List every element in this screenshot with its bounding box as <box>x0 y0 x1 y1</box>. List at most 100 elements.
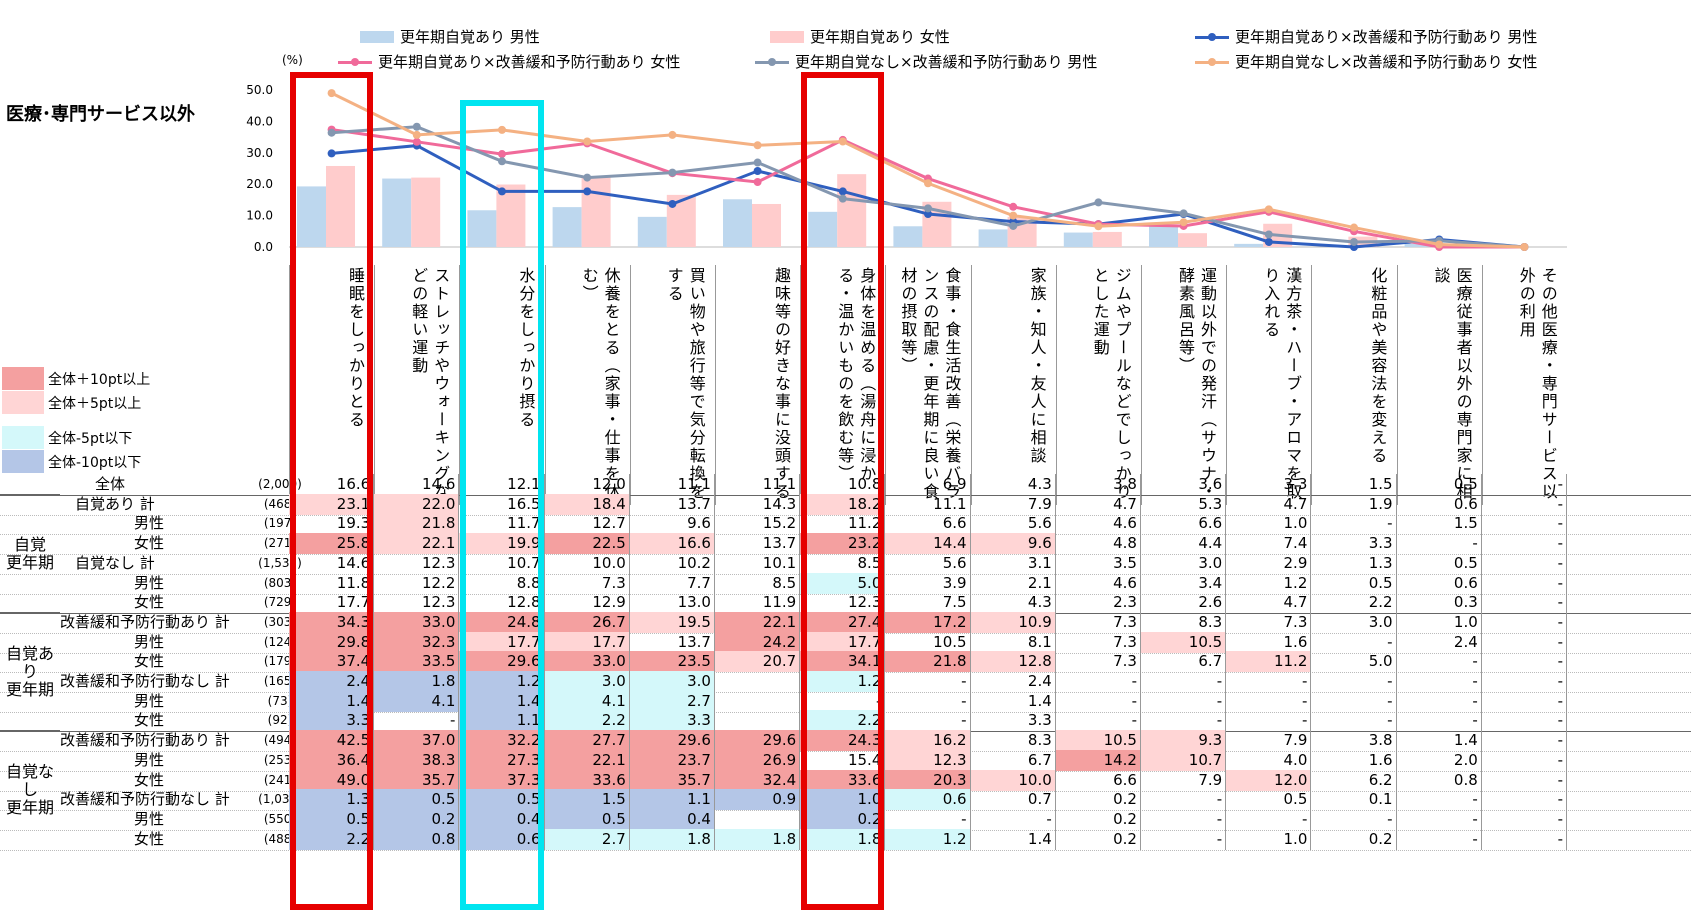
table-cell: - <box>1141 671 1227 692</box>
table-cell: - <box>1482 631 1567 653</box>
table-cell: - <box>885 671 971 692</box>
line-point <box>1094 222 1103 231</box>
table-cell: 2.4 <box>971 671 1056 692</box>
table-cell: - <box>885 690 971 712</box>
line-point <box>838 187 847 196</box>
legend-item-line-1: 更年期自覚あり×改善緩和予防行動あり 男性 <box>1195 26 1537 47</box>
table-cell: 3.0 <box>1311 611 1397 633</box>
table-cell: 10.5 <box>1141 631 1227 653</box>
table-cell: 49.0 <box>289 769 375 791</box>
table-cell: 14.6 <box>374 474 460 495</box>
table-cell: - <box>1482 572 1567 594</box>
table-cell: 2.4 <box>289 671 375 692</box>
bar <box>1063 232 1093 247</box>
table-cell: 2.2 <box>544 710 630 732</box>
table-cell: 17.2 <box>885 611 971 633</box>
table-cell: 0.8 <box>1397 769 1482 791</box>
highlight-box <box>460 100 544 910</box>
row-label: 女性 <box>134 711 165 730</box>
sig-swatch <box>2 367 44 390</box>
line-point <box>924 210 932 219</box>
table-cell: 21.8 <box>374 513 460 535</box>
row-n: (729) <box>263 595 297 610</box>
table-cell: 0.6 <box>1397 572 1482 594</box>
row-n: (73) <box>267 693 293 708</box>
table-cell: 1.8 <box>715 828 801 850</box>
table-cell: 23.7 <box>629 749 715 771</box>
table-cell: 3.5 <box>1056 552 1141 574</box>
table-row: 女性 (488) 2.2 0.8 0.6 2.7 1.8 1.8 1.8 1.2 1.4 0.2-1.… <box>0 828 1691 851</box>
row-n: (271) <box>263 536 297 551</box>
line-point <box>1009 202 1018 211</box>
table-cell: 2.1 <box>971 572 1056 594</box>
bar <box>1234 243 1264 247</box>
table-cell: 1.1 <box>459 710 545 732</box>
table-cell: 3.3 <box>971 710 1056 732</box>
table-cell: 0.5 <box>459 789 545 811</box>
table-cell: - <box>1482 513 1567 535</box>
bar <box>297 186 326 247</box>
table-cell: 24.8 <box>459 611 545 633</box>
table-row: 改善緩和予防行動なし 計 (165) 2.4 1.8 1.2 3.0 3.0 1.2-2.4-… <box>0 671 1691 693</box>
table-cell: 6.2 <box>1311 769 1397 791</box>
table-cell: 11.8 <box>289 572 375 594</box>
row-label: 改善緩和予防行動あり 計 <box>60 731 230 750</box>
y-tick-label: 0.0 <box>254 240 273 254</box>
table-cell: - <box>1397 710 1482 732</box>
table-cell: 10.5 <box>1055 730 1141 752</box>
table-cell: 33.6 <box>544 769 630 791</box>
table-cell: 2.4 <box>1397 631 1482 653</box>
line-point <box>1520 243 1529 251</box>
category-header-label: 買い物や旅行等で気分転換をする <box>664 267 706 501</box>
line-point <box>412 122 421 131</box>
line-point <box>412 137 421 146</box>
row-label: 女性 <box>134 770 165 789</box>
bar <box>382 178 412 247</box>
table-cell: 7.3 <box>1226 611 1312 633</box>
row-label: 男性 <box>134 514 165 533</box>
line-point <box>753 167 762 176</box>
table-cell: 6.6 <box>885 513 971 535</box>
row-n: (803) <box>263 575 297 590</box>
table-cell: 17.7 <box>289 592 375 614</box>
line-point <box>668 199 677 208</box>
table-cell: 12.3 <box>885 749 971 771</box>
table-cell: 25.8 <box>289 533 375 555</box>
table-cell: 10.8 <box>800 474 886 495</box>
table-cell: 11.2 <box>800 513 886 535</box>
table-cell: - <box>1397 808 1482 830</box>
table-cell: 0.6 <box>459 828 545 850</box>
table-cell: 4.0 <box>1226 749 1312 771</box>
table-cell: - <box>1226 690 1312 712</box>
table-cell: 12.8 <box>459 592 545 614</box>
line-point <box>1179 218 1188 227</box>
table-cell: 12.2 <box>374 572 460 594</box>
table-cell: 2.7 <box>544 828 630 850</box>
table-cell: - <box>1141 690 1227 712</box>
table-cell: 3.3 <box>1311 533 1397 555</box>
table-cell: 20.3 <box>885 769 971 791</box>
line-point <box>1350 237 1358 246</box>
table-cell: 14.4 <box>885 533 971 555</box>
table-cell: 1.4 <box>459 690 545 712</box>
category-header-label: 睡眠をしっかりとる <box>346 267 365 429</box>
table-cell: 13.7 <box>630 493 715 515</box>
table-cell: 18.4 <box>544 493 630 515</box>
legend-item-bar-female: 更年期自覚あり 女性 <box>770 26 950 47</box>
table-cell: - <box>885 808 971 830</box>
row-label: 男性 <box>134 632 165 651</box>
row-n: (468) <box>263 496 297 511</box>
table-cell: 4.7 <box>1226 592 1312 614</box>
category-header: 買い物や旅行等で気分転換をする <box>629 265 715 505</box>
table-row: 男性 (253) 36.4 38.3 27.3 22.1 23.7 26.9 15.4 12.3 6… <box>0 749 1691 772</box>
table-cell: 5.0 <box>1311 651 1397 673</box>
legend-line <box>755 56 789 68</box>
table-cell: 3.0 <box>1141 552 1227 574</box>
table-cell: 9.3 <box>1141 730 1227 752</box>
table-cell: 8.5 <box>800 552 886 574</box>
bar <box>1178 233 1207 247</box>
table-cell: 37.0 <box>374 730 460 752</box>
table-cell: 26.9 <box>715 749 801 771</box>
line-point <box>924 204 932 213</box>
